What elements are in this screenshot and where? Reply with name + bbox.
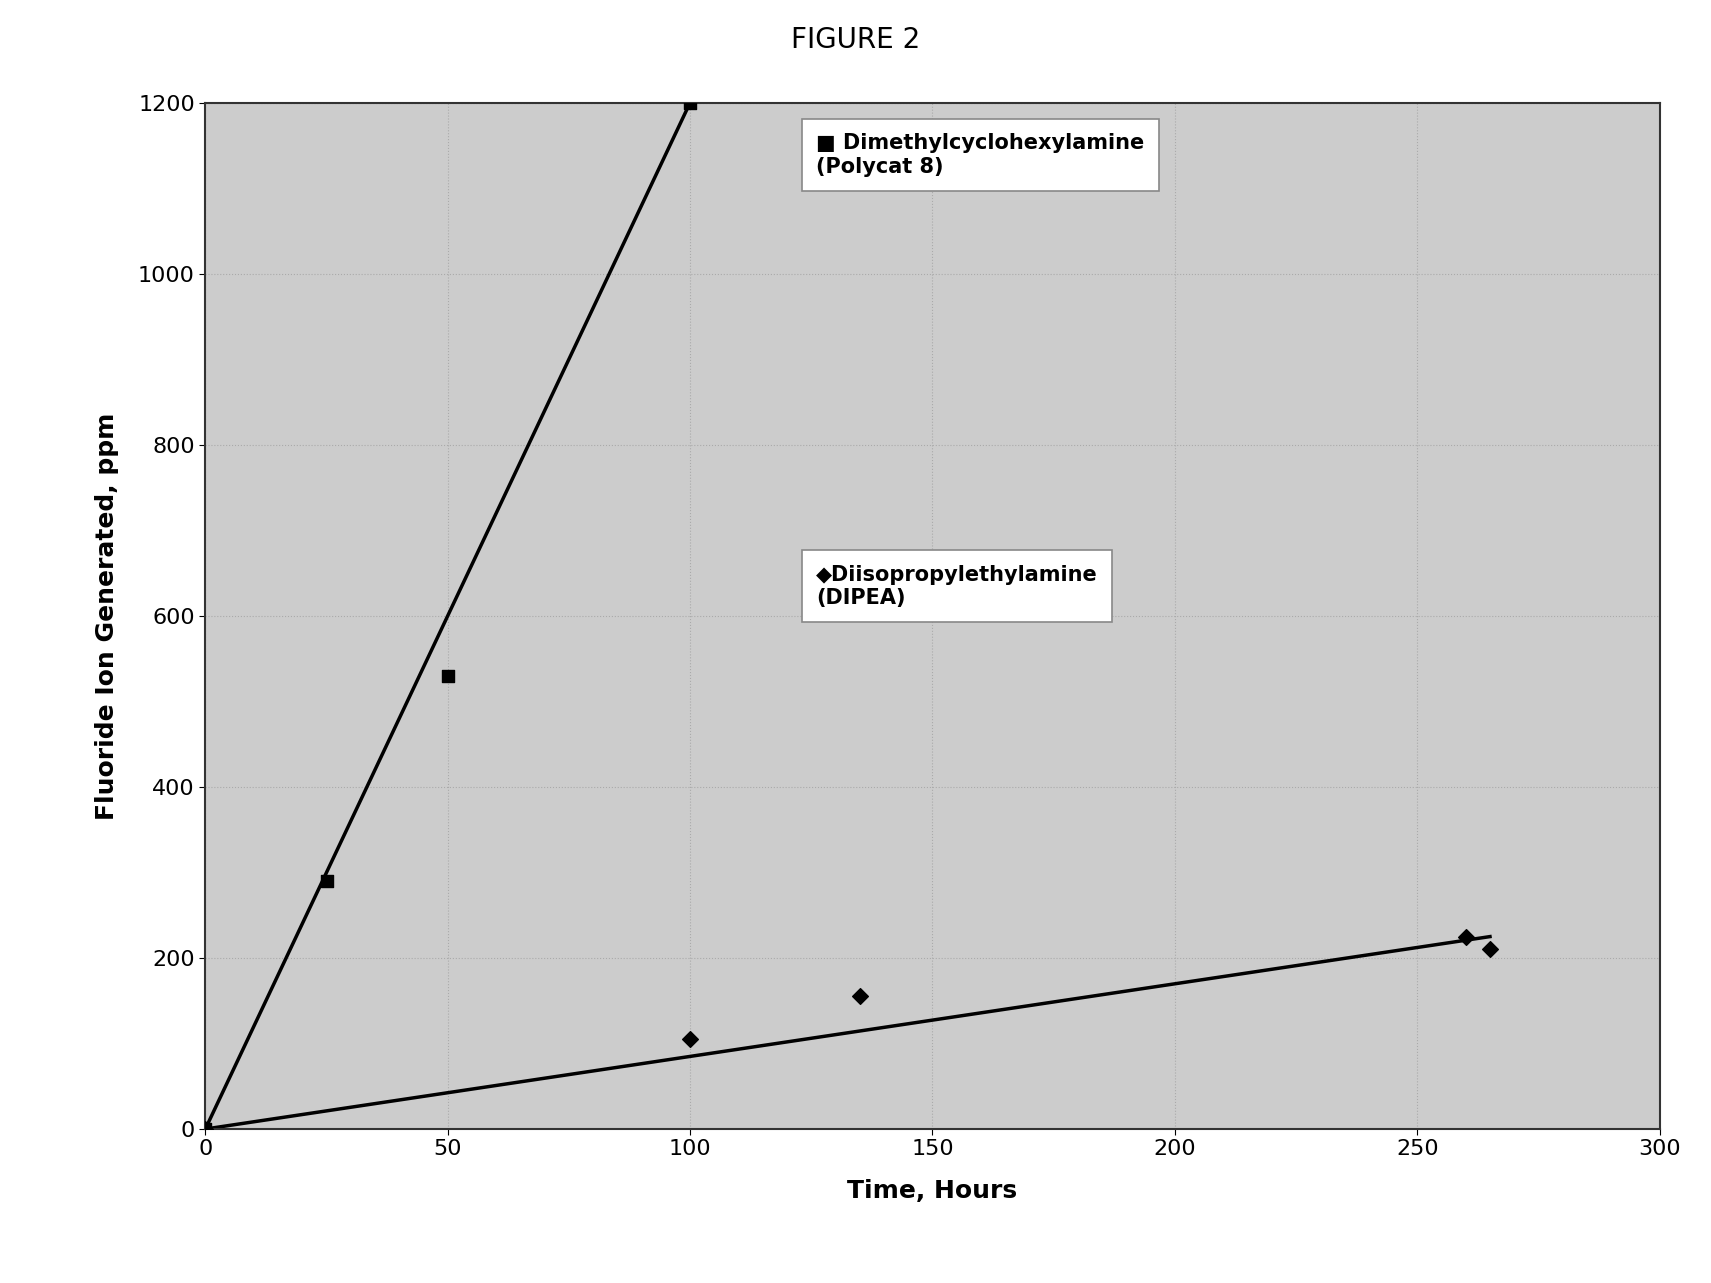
Point [676, 1029, 703, 1049]
Point [1477, 939, 1504, 960]
Y-axis label: Fluoride Ion Generated, ppm: Fluoride Ion Generated, ppm [94, 412, 118, 820]
Point [435, 666, 462, 686]
X-axis label: Time, Hours: Time, Hours [847, 1179, 1018, 1203]
Text: ◆Diisopropylethylamine
(DIPEA): ◆Diisopropylethylamine (DIPEA) [816, 565, 1098, 608]
Point [845, 987, 873, 1007]
Point [676, 92, 703, 113]
Point [313, 871, 340, 892]
Text: ■ Dimethylcyclohexylamine
(Polycat 8): ■ Dimethylcyclohexylamine (Polycat 8) [816, 133, 1145, 177]
Point [192, 1119, 219, 1139]
Point [1453, 926, 1480, 947]
Point [192, 1119, 219, 1139]
Text: FIGURE 2: FIGURE 2 [790, 26, 921, 54]
